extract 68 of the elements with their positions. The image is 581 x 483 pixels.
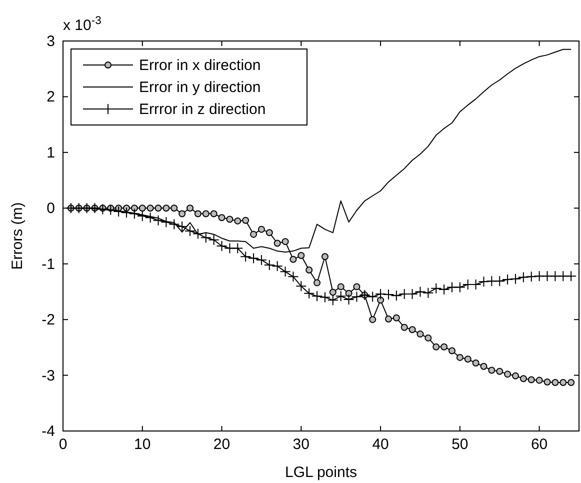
point (494, 276, 506, 287)
x-tick-label: 40 (372, 436, 389, 453)
x-tick-label: 60 (530, 436, 548, 453)
point (566, 270, 577, 282)
point (128, 208, 140, 220)
point (136, 210, 148, 222)
point (304, 288, 315, 299)
point (200, 232, 212, 244)
y-tick-label: -3 (42, 367, 55, 384)
point (486, 276, 498, 287)
y-tick-label: -2 (42, 312, 55, 329)
point (113, 206, 124, 217)
point (367, 291, 378, 302)
x-axis-title: LGL points (285, 464, 357, 481)
point (152, 214, 164, 226)
point (430, 282, 442, 294)
point (502, 274, 514, 285)
legend-label: Error in y direction (139, 79, 261, 96)
point (438, 284, 450, 295)
point (224, 242, 236, 254)
point (422, 287, 434, 298)
x-tick-label: 20 (213, 436, 230, 453)
point (168, 218, 180, 230)
point (105, 204, 116, 216)
point (510, 273, 521, 284)
y-tick-label: -1 (42, 256, 55, 273)
y-tick-label: 1 (46, 144, 55, 162)
point (327, 294, 338, 306)
point (240, 251, 252, 262)
point (312, 290, 323, 302)
x-tick-label: 0 (58, 436, 68, 453)
y-tick-label: 2 (46, 88, 55, 106)
legend-label: Errror in z direction (139, 101, 266, 118)
y-tick-label: 0 (46, 200, 55, 218)
point (375, 288, 386, 300)
point (248, 252, 260, 264)
point (454, 282, 466, 293)
point (526, 271, 537, 282)
point (97, 204, 108, 215)
y-tick-label: 3 (46, 33, 55, 50)
point (558, 270, 569, 282)
point (518, 272, 529, 283)
point (160, 216, 172, 228)
text: x 10$^{-3}$ (63, 15, 102, 34)
x-tick-label: 10 (134, 436, 151, 453)
point (414, 286, 426, 298)
y-axis-title: Errors (m) (9, 202, 26, 270)
point (351, 291, 362, 302)
y-tick-label: -4 (42, 423, 55, 440)
point (335, 290, 346, 302)
point (382, 289, 394, 300)
x-tick-label: 50 (452, 436, 468, 453)
point (192, 228, 204, 240)
point (144, 212, 156, 224)
point (550, 270, 561, 282)
legend-label: Error in x direction (139, 57, 261, 74)
point (232, 242, 244, 254)
point (216, 240, 228, 252)
point (319, 292, 330, 303)
point (478, 276, 490, 288)
point (390, 290, 402, 302)
point (446, 282, 458, 293)
point (542, 270, 553, 282)
point (296, 280, 307, 292)
point (534, 270, 545, 282)
point (343, 294, 354, 306)
point (208, 234, 220, 246)
x-tick-label: 30 (292, 436, 310, 453)
